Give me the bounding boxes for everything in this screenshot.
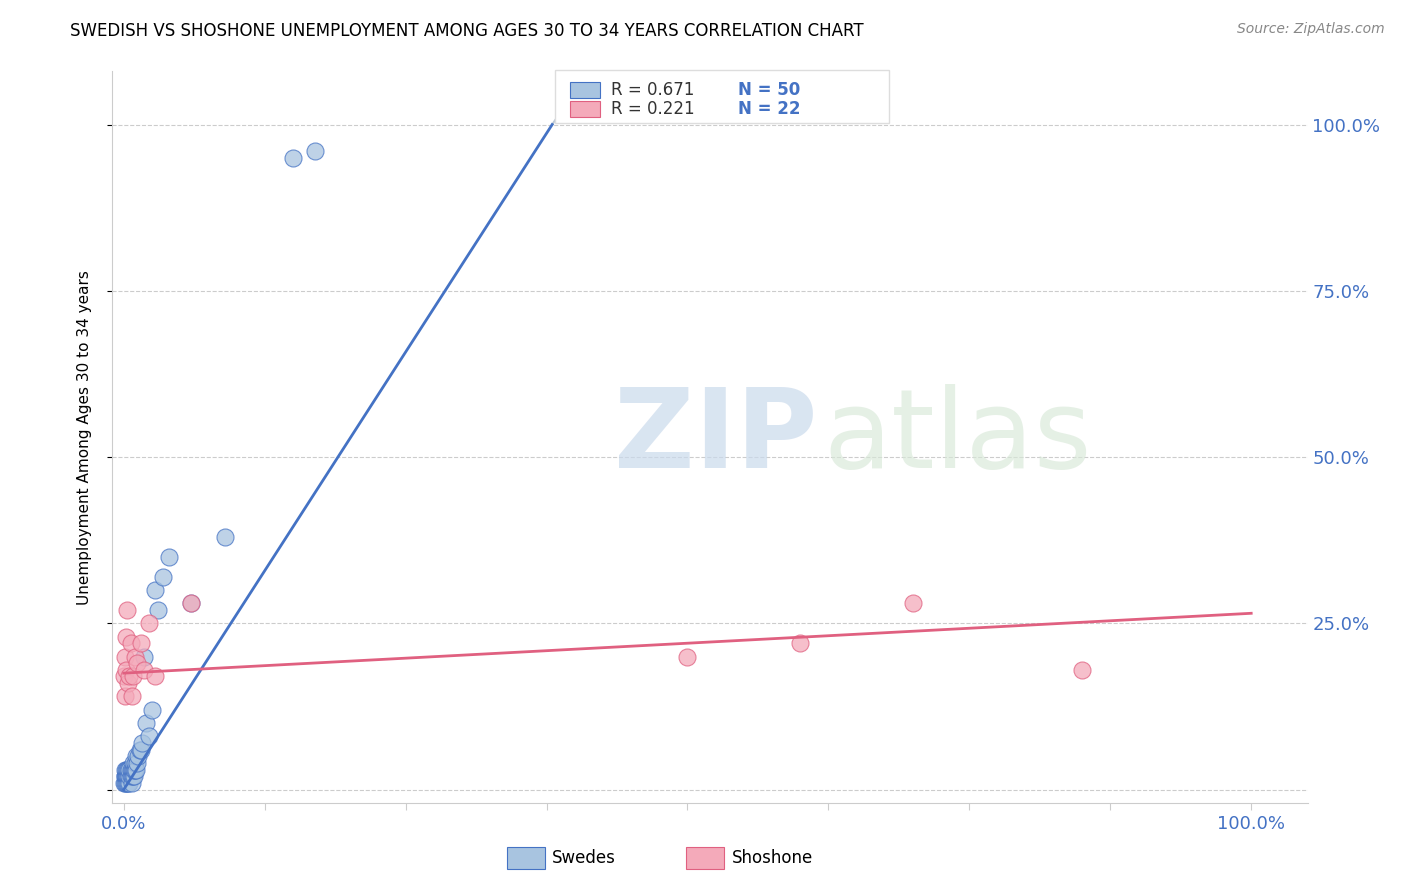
Point	[121, 669, 143, 683]
Point	[180, 596, 202, 610]
Text: N = 50: N = 50	[738, 81, 800, 99]
Point	[135, 716, 157, 731]
Point	[115, 763, 138, 777]
Point	[124, 763, 146, 777]
Point	[118, 763, 141, 777]
Point	[121, 763, 143, 777]
Point	[118, 776, 141, 790]
Point	[125, 763, 148, 777]
FancyBboxPatch shape	[508, 847, 546, 869]
Point	[114, 649, 136, 664]
Point	[115, 603, 138, 617]
Point	[152, 570, 174, 584]
Point	[214, 530, 236, 544]
Point	[114, 690, 136, 704]
Point	[114, 769, 136, 783]
Text: N = 22: N = 22	[738, 100, 800, 118]
Point	[114, 769, 136, 783]
Point	[901, 596, 924, 610]
Text: ZIP: ZIP	[614, 384, 818, 491]
Text: Swedes: Swedes	[553, 848, 616, 867]
Point	[121, 756, 143, 770]
Point	[120, 769, 142, 783]
Point	[115, 769, 138, 783]
Point	[132, 663, 155, 677]
Point	[124, 756, 146, 770]
Point	[115, 763, 138, 777]
Point	[304, 144, 326, 158]
Point	[121, 690, 143, 704]
Point	[115, 663, 138, 677]
Text: R = 0.221: R = 0.221	[610, 100, 695, 118]
Point	[143, 669, 166, 683]
Point	[115, 769, 138, 783]
Point	[676, 649, 699, 664]
Point	[115, 769, 138, 783]
Y-axis label: Unemployment Among Ages 30 to 34 years: Unemployment Among Ages 30 to 34 years	[77, 269, 91, 605]
Point	[146, 603, 169, 617]
FancyBboxPatch shape	[571, 82, 600, 98]
Point	[117, 776, 139, 790]
Point	[129, 742, 152, 756]
Point	[115, 776, 138, 790]
Point	[180, 596, 202, 610]
Point	[121, 769, 143, 783]
Point	[118, 769, 141, 783]
Point	[127, 749, 149, 764]
Point	[122, 763, 145, 777]
Point	[281, 151, 304, 165]
Point	[132, 649, 155, 664]
Point	[112, 776, 135, 790]
Point	[125, 749, 148, 764]
Point	[138, 616, 160, 631]
Text: atlas: atlas	[824, 384, 1092, 491]
Point	[121, 769, 143, 783]
Point	[789, 636, 811, 650]
Text: R = 0.671: R = 0.671	[610, 81, 695, 99]
Point	[117, 676, 139, 690]
Point	[120, 636, 142, 650]
Point	[117, 769, 139, 783]
Point	[129, 636, 152, 650]
Point	[121, 763, 143, 777]
Point	[115, 769, 138, 783]
Point	[1071, 663, 1094, 677]
FancyBboxPatch shape	[554, 70, 890, 122]
Point	[121, 776, 143, 790]
FancyBboxPatch shape	[686, 847, 724, 869]
Point	[120, 763, 142, 777]
Text: SWEDISH VS SHOSHONE UNEMPLOYMENT AMONG AGES 30 TO 34 YEARS CORRELATION CHART: SWEDISH VS SHOSHONE UNEMPLOYMENT AMONG A…	[70, 22, 863, 40]
Point	[115, 630, 138, 644]
Text: Shoshone: Shoshone	[731, 848, 813, 867]
Text: Source: ZipAtlas.com: Source: ZipAtlas.com	[1237, 22, 1385, 37]
Point	[114, 763, 136, 777]
Point	[112, 669, 135, 683]
Point	[114, 776, 136, 790]
Point	[124, 649, 146, 664]
Point	[127, 756, 149, 770]
Point	[128, 742, 150, 756]
Point	[122, 769, 145, 783]
Point	[118, 669, 141, 683]
Point	[138, 729, 160, 743]
Point	[141, 703, 163, 717]
Point	[115, 776, 138, 790]
Point	[143, 582, 166, 597]
Point	[117, 763, 139, 777]
Point	[131, 736, 153, 750]
Point	[157, 549, 180, 564]
Point	[127, 656, 149, 670]
FancyBboxPatch shape	[571, 101, 600, 117]
